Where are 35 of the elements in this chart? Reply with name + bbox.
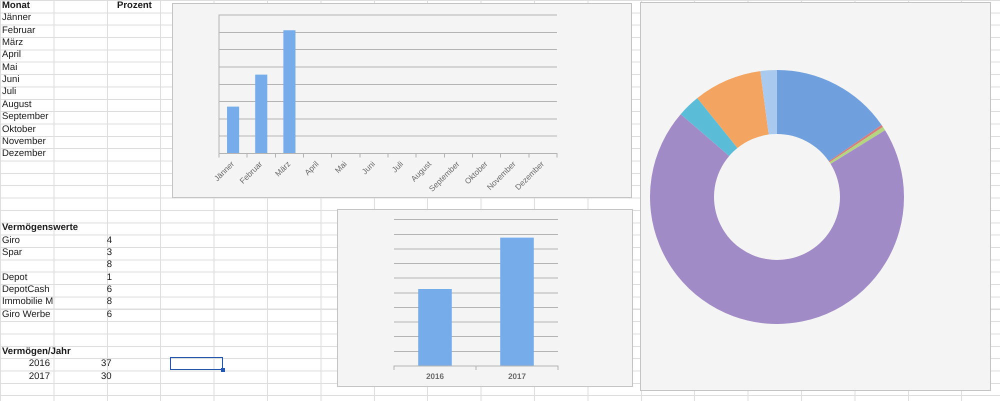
text: Dezember	[2, 148, 46, 160]
text: Jänner	[2, 12, 32, 24]
text: Vermögenswerte	[2, 222, 78, 234]
text: Oktober	[2, 124, 36, 136]
text: 4	[106, 234, 112, 247]
text: Monat	[2, 0, 30, 12]
text: Prozent	[117, 0, 152, 12]
text: Februar	[2, 24, 36, 37]
text: 8	[106, 259, 112, 272]
text: 37	[101, 358, 112, 370]
text: April	[2, 49, 22, 62]
text: 6	[106, 308, 112, 321]
text: Spar	[2, 247, 22, 259]
text: Mai	[2, 62, 18, 74]
text: 30	[101, 370, 112, 382]
text: September	[2, 111, 48, 124]
x-tick-label: Mai	[333, 159, 349, 175]
text: Juni	[2, 74, 20, 86]
text: 6	[106, 284, 112, 296]
text: 3	[106, 247, 112, 259]
text: Juli	[2, 86, 16, 98]
text: November	[2, 136, 46, 148]
text: 1	[106, 272, 112, 284]
text: Vermögen/Jahr	[2, 346, 71, 358]
x-tick-label: Juni	[360, 159, 378, 176]
text: Giro	[2, 234, 20, 247]
text: Giro Werbe	[2, 308, 50, 321]
text: 2016	[28, 358, 50, 370]
text: März	[2, 37, 24, 50]
text: August	[2, 98, 32, 111]
text: DepotCash	[2, 284, 50, 296]
x-tick-label: Juli	[390, 159, 406, 174]
text: Depot	[2, 272, 28, 284]
text: 8	[106, 296, 112, 308]
text: Immobilie M	[2, 296, 54, 308]
